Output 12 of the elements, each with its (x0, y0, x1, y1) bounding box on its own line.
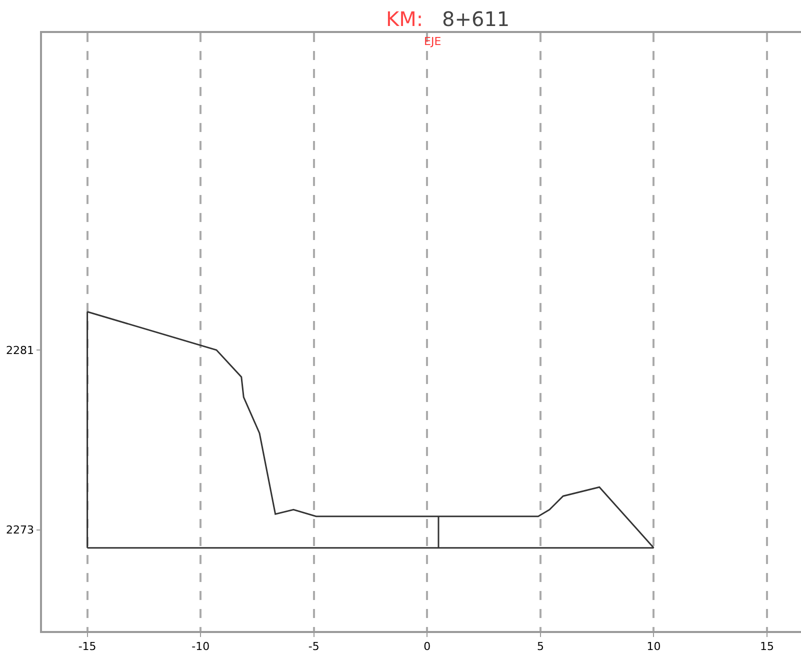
annotation: EJE (424, 35, 442, 48)
y-tick-label: 2273 (6, 524, 34, 537)
x-tick-label: 15 (760, 640, 774, 653)
x-tick-label: -15 (78, 640, 96, 653)
x-tick-label: -5 (308, 640, 320, 653)
chart-subtitle: 8+611 (442, 7, 510, 31)
y-tick-label: 2281 (6, 344, 34, 357)
x-tick-label: 5 (536, 640, 544, 653)
chart-title: KM: (386, 7, 424, 31)
x-tick-label: 0 (424, 640, 431, 653)
x-tick-label: 10 (646, 640, 661, 653)
x-tick-label: -10 (192, 640, 210, 653)
